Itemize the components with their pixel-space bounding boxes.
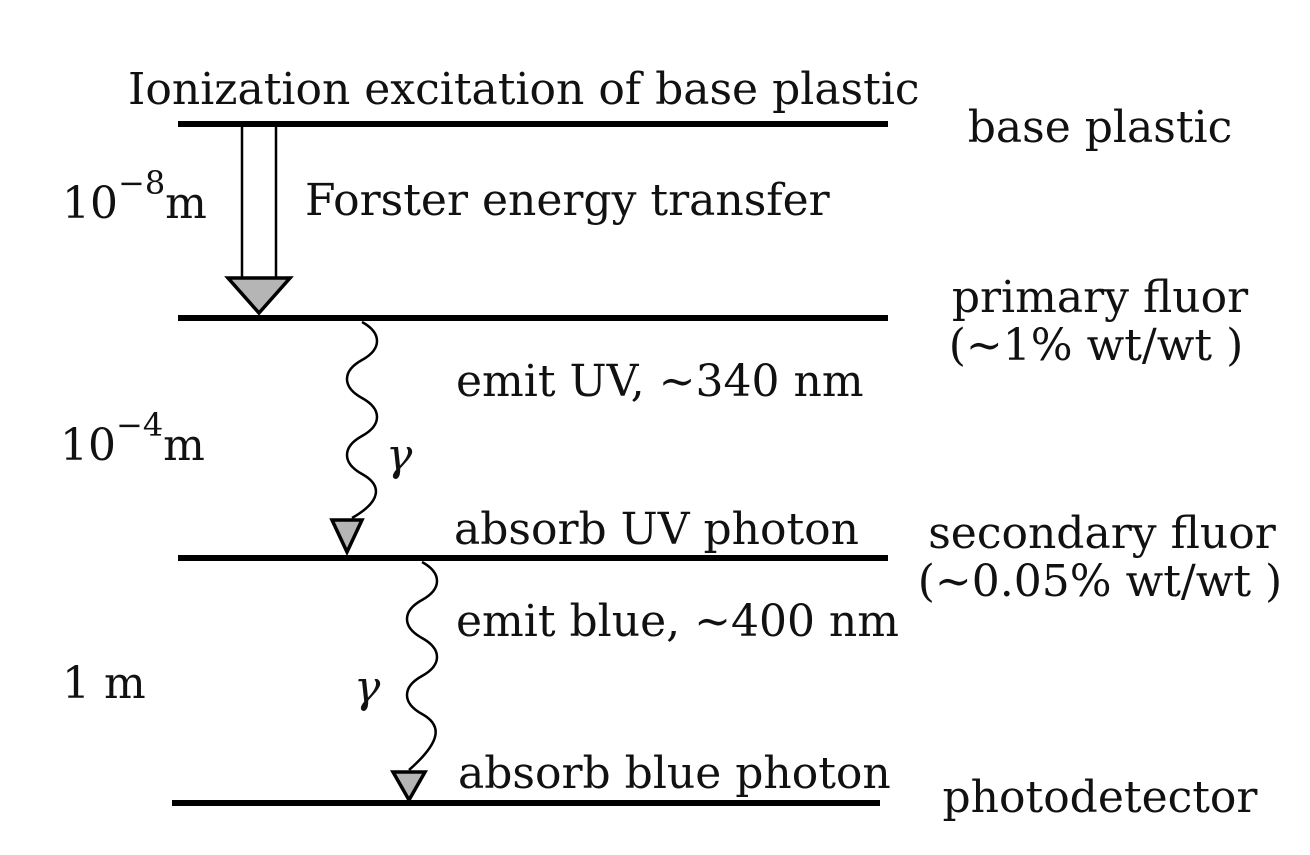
distance-label-3: 1 m	[62, 658, 146, 709]
level-label-secondary-fluor: secondary fluor	[928, 508, 1277, 559]
level-label-photodetector: photodetector	[943, 772, 1259, 823]
distance-2-base: 10	[60, 420, 116, 471]
level-label-base-plastic: base plastic	[968, 102, 1232, 153]
blue-photon-arrowhead-icon	[389, 770, 429, 804]
process-forster: Forster energy transfer	[305, 175, 831, 226]
level-label-primary-fluor: primary fluor	[952, 272, 1249, 323]
process-absorb-blue: absorb blue photon	[458, 748, 891, 799]
process-emit-blue: emit blue, ~400 nm	[456, 596, 899, 647]
forster-arrowhead-icon	[224, 276, 294, 316]
photon-symbol-uv: γ	[386, 430, 413, 481]
diagram-title: Ionization excitation of base plastic	[128, 64, 920, 115]
process-absorb-uv: absorb UV photon	[454, 504, 859, 555]
distance-2-unit: m	[163, 420, 205, 471]
distance-1-unit: m	[165, 178, 207, 229]
uv-photon-wave	[345, 320, 379, 520]
uv-photon-arrowhead-icon	[329, 518, 365, 557]
level-detail-secondary-fluor: (~0.05% wt/wt )	[918, 556, 1282, 607]
process-emit-uv: emit UV, ~340 nm	[456, 356, 864, 407]
distance-2-exponent: −4	[116, 406, 163, 444]
photon-symbol-blue: γ	[354, 662, 381, 713]
distance-label-2: 10−4m	[60, 406, 205, 471]
distance-label-1: 10−8m	[62, 164, 207, 229]
distance-1-base: 10	[62, 178, 118, 229]
level-detail-primary-fluor: (~1% wt/wt )	[949, 320, 1244, 371]
distance-1-exponent: −8	[118, 164, 165, 202]
blue-photon-wave	[405, 560, 439, 771]
